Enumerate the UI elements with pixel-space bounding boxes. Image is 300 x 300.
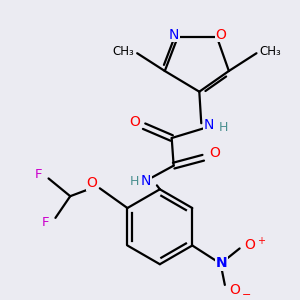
Text: −: − xyxy=(242,290,251,300)
Text: N: N xyxy=(141,174,151,188)
Text: CH₃: CH₃ xyxy=(260,45,281,58)
Text: N: N xyxy=(169,28,179,41)
Text: O: O xyxy=(129,115,140,129)
Text: H: H xyxy=(218,121,228,134)
Text: N: N xyxy=(204,118,214,132)
Text: CH₃: CH₃ xyxy=(112,45,134,58)
Text: +: + xyxy=(257,236,265,246)
Text: H: H xyxy=(130,175,139,188)
Text: O: O xyxy=(210,146,220,160)
Text: F: F xyxy=(42,216,49,229)
Text: F: F xyxy=(35,168,42,181)
Text: O: O xyxy=(215,28,226,41)
Text: O: O xyxy=(86,176,98,190)
Text: O: O xyxy=(229,283,240,297)
Text: O: O xyxy=(244,238,255,253)
Text: N: N xyxy=(216,256,228,270)
